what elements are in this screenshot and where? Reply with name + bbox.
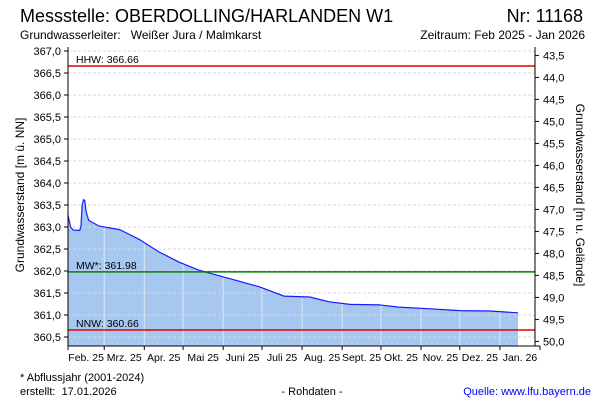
y-tick-label-left: 364,5 <box>33 156 61 168</box>
x-tick-label: Aug. 25 <box>304 352 340 364</box>
x-tick-label: Okt. 25 <box>384 352 418 364</box>
y-tick-label-right: 49,5 <box>543 314 564 326</box>
x-tick-label: Feb. 25 <box>68 352 104 364</box>
station-number: Nr: 11168 <box>507 6 583 26</box>
y-tick-label-left: 360,5 <box>33 332 61 344</box>
aquifer-label: Grundwasserleiter: Weißer Jura / Malmkar… <box>20 28 262 42</box>
y-tick-label-left: 367,0 <box>33 46 61 58</box>
x-tick-label: Mrz. 25 <box>107 352 142 364</box>
y-tick-label-right: 43,5 <box>543 50 564 62</box>
y-tick-label-left: 362,0 <box>33 266 61 278</box>
y-axis-label-left: Grundwasserstand [m ü. NN] <box>13 118 27 273</box>
y-tick-label-left: 365,5 <box>33 112 61 124</box>
y-tick-label-left: 361,0 <box>33 310 61 322</box>
y-tick-label-right: 45,5 <box>543 138 564 150</box>
y-tick-label-left: 362,5 <box>33 244 61 256</box>
y-tick-label-right: 48,0 <box>543 248 564 260</box>
y-tick-label-left: 363,0 <box>33 222 61 234</box>
area-mask <box>68 51 535 313</box>
x-tick-label: Nov. 25 <box>423 352 459 364</box>
reference-line-label: NNW: 360.66 <box>76 318 139 330</box>
y-tick-label-right: 46,0 <box>543 160 564 172</box>
y-tick-label-left: 366,5 <box>33 68 61 80</box>
y-tick-label-right: 46,5 <box>543 182 564 194</box>
y-tick-label-right: 47,5 <box>543 226 564 238</box>
series-area <box>68 199 518 346</box>
y-axis-label-right: Grundwasserstand [m u. Gelände] <box>573 104 587 287</box>
y-tick-label-left: 363,5 <box>33 200 61 212</box>
x-tick-label: Juli 25 <box>267 352 298 364</box>
x-tick-label: Dez. 25 <box>462 352 498 364</box>
reference-line-label: MW*: 361.98 <box>76 260 137 272</box>
x-tick-label: Mai 25 <box>187 352 219 364</box>
y-tick-label-right: 44,0 <box>543 72 564 84</box>
rawdata-label: - Rohdaten - <box>281 386 342 398</box>
x-tick-label: Sept. 25 <box>342 352 381 364</box>
y-tick-label-left: 366,0 <box>33 90 61 102</box>
x-tick-label: Juni 25 <box>226 352 260 364</box>
y-tick-label-right: 49,0 <box>543 292 564 304</box>
data-area <box>67 50 535 346</box>
y-tick-label-right: 50,0 <box>543 336 564 348</box>
reference-line-label: HHW: 366.66 <box>76 54 139 66</box>
x-tick-label: Jan. 26 <box>503 352 538 364</box>
y-tick-label-right: 44,5 <box>543 94 564 106</box>
y-tick-label-left: 361,5 <box>33 288 61 300</box>
x-tick-label: Apr. 25 <box>147 352 180 364</box>
y-tick-label-right: 48,5 <box>543 270 564 282</box>
axes: 367,0 366,5 366,0 365,5 365,0 364,5 364,0 363,5… <box>33 46 564 364</box>
footnote: * Abflussjahr (2001-2024) <box>20 372 144 384</box>
source-link[interactable]: Quelle: www.lfu.bayern.de <box>463 386 591 398</box>
y-tick-label-left: 365,0 <box>33 134 61 146</box>
period-label: Zeitraum: Feb 2025 - Jan 2026 <box>420 28 585 42</box>
y-tick-label-right: 47,0 <box>543 204 564 216</box>
y-tick-label-left: 364,0 <box>33 178 61 190</box>
y-tick-label-right: 45,0 <box>543 116 564 128</box>
created-date: erstellt: 17.01.2026 <box>20 386 117 398</box>
series-line <box>67 198 519 314</box>
chart-title: Messstelle: OBERDOLLING/HARLANDEN W1 <box>20 6 393 26</box>
reference-lines: HHW: 366.66 MW*: 361.98 NNW: 360.66 <box>68 54 535 331</box>
